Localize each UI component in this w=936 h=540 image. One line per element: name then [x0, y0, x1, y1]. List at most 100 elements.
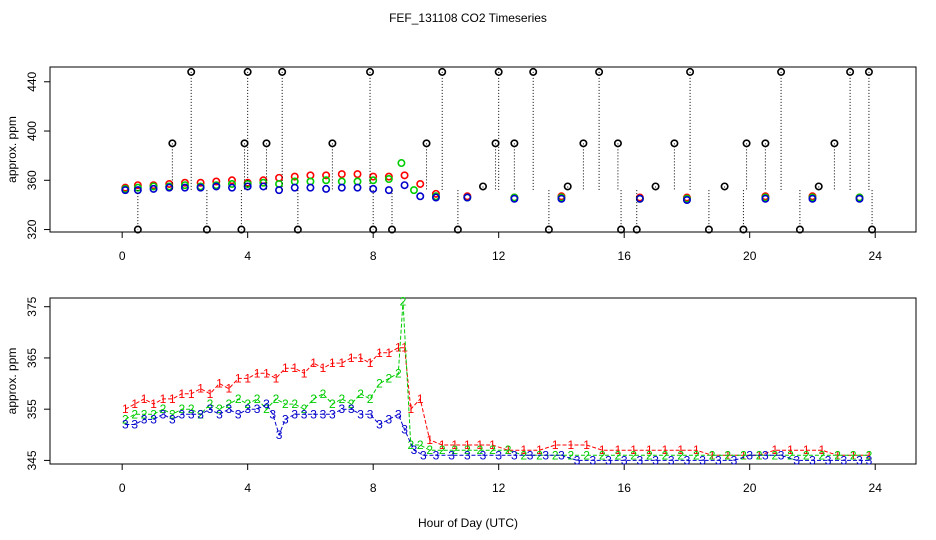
top-point-series-outliers	[388, 225, 397, 234]
bottom-point-label-series-3: 3	[420, 448, 427, 462]
top-point-series-outliers	[864, 67, 873, 76]
top-point-series-3	[808, 194, 817, 203]
bottom-point-label-series-2: 2	[724, 448, 731, 462]
x-tick-label: 0	[119, 481, 126, 495]
bottom-point-label-series-2: 2	[803, 448, 810, 462]
bottom-point-label-series-3: 3	[348, 402, 355, 416]
top-point-series-3	[275, 186, 284, 195]
top-point-series-3	[369, 184, 378, 193]
bottom-point-label-series-3: 3	[226, 402, 233, 416]
bottom-point-label-series-2: 2	[552, 448, 559, 462]
bottom-point-label-series-1: 1	[282, 361, 289, 375]
bottom-point-label-series-3: 3	[235, 407, 242, 421]
bottom-point-label-series-1: 1	[630, 443, 637, 457]
top-point-series-outliers	[478, 182, 487, 191]
top-point-series-1	[212, 177, 221, 186]
x-tick-label: 8	[370, 481, 377, 495]
bottom-point-label-series-1: 1	[338, 356, 345, 370]
bottom-point-label-series-1: 1	[216, 377, 223, 391]
y-tick-label: 320	[25, 219, 39, 239]
bottom-point-label-series-2: 2	[693, 448, 700, 462]
bottom-plot-frame	[49, 297, 917, 465]
top-point-series-outliers	[366, 67, 375, 76]
top-point-series-3	[165, 183, 174, 192]
bottom-point-label-series-1: 1	[395, 341, 402, 355]
bottom-point-label-series-1: 1	[273, 371, 280, 385]
bottom-point-label-series-1: 1	[451, 438, 458, 452]
top-ylabel: approx. ppm	[5, 116, 19, 183]
bottom-point-label-series-3: 3	[495, 448, 502, 462]
bottom-point-label-series-3: 3	[411, 443, 418, 457]
bottom-point-label-series-1: 1	[771, 443, 778, 457]
bottom-point-label-series-1: 1	[178, 387, 185, 401]
bottom-point-label-series-1: 1	[464, 438, 471, 452]
x-tick-label: 16	[618, 481, 632, 495]
bottom-point-label-series-2: 2	[207, 397, 214, 411]
x-tick-label: 4	[244, 249, 251, 263]
bottom-point-label-series-1: 1	[226, 382, 233, 396]
top-point-series-outliers	[846, 67, 855, 76]
bottom-point-label-series-2: 2	[464, 443, 471, 457]
bottom-point-label-series-3: 3	[621, 453, 628, 467]
bottom-point-label-series-3: 3	[386, 412, 393, 426]
x-tick-label: 20	[743, 249, 757, 263]
bottom-point-label-series-3: 3	[574, 453, 581, 467]
bottom-point-label-series-1: 1	[417, 392, 424, 406]
bottom-point-label-series-3: 3	[668, 453, 675, 467]
bottom-line-series-3	[125, 403, 869, 461]
x-tick-label: 12	[492, 481, 506, 495]
top-point-series-3	[635, 194, 644, 203]
bottom-point-label-series-3: 3	[401, 423, 408, 437]
top-point-series-outliers	[491, 139, 500, 148]
top-point-series-1	[322, 171, 331, 180]
top-point-series-outliers	[510, 139, 519, 148]
x-tick-label: 8	[370, 249, 377, 263]
bottom-point-label-series-1: 1	[677, 443, 684, 457]
bottom-point-label-series-1: 1	[310, 356, 317, 370]
bottom-point-label-series-3: 3	[793, 453, 800, 467]
top-panel: approx. ppm 0 4 8 12 16 20 24 320 360 400 440	[5, 66, 917, 263]
x-tick-label: 24	[869, 249, 883, 263]
bottom-point-label-series-3: 3	[866, 453, 873, 467]
bottom-point-label-series-2: 2	[662, 448, 669, 462]
bottom-point-label-series-3: 3	[589, 453, 596, 467]
y-tick-label: 440	[25, 71, 39, 91]
top-point-series-outliers	[240, 139, 249, 148]
bottom-point-label-series-1: 1	[348, 351, 355, 365]
top-point-series-1	[227, 176, 236, 185]
bottom-point-label-series-3: 3	[464, 448, 471, 462]
bottom-point-label-series-1: 1	[489, 438, 496, 452]
top-point-series-1	[369, 172, 378, 181]
top-point-series-outliers	[328, 139, 337, 148]
y-tick-label: 375	[25, 296, 39, 316]
bottom-point-label-series-3: 3	[141, 412, 148, 426]
bottom-point-label-series-2: 2	[122, 412, 129, 426]
bottom-point-label-series-2: 2	[489, 443, 496, 457]
bottom-point-label-series-3: 3	[320, 407, 327, 421]
bottom-point-label-series-1: 1	[301, 366, 308, 380]
bottom-point-label-series-3: 3	[542, 448, 549, 462]
top-point-series-3	[510, 194, 519, 203]
bottom-point-label-series-1: 1	[520, 443, 527, 457]
bottom-point-label-series-2: 2	[301, 402, 308, 416]
top-point-series-outliers	[293, 225, 302, 234]
bottom-point-label-series-1: 1	[329, 356, 336, 370]
top-y-axis: 320 360 400 440	[25, 71, 50, 240]
top-point-series-outliers	[278, 67, 287, 76]
bottom-point-label-series-3: 3	[282, 412, 289, 426]
bottom-point-label-series-1: 1	[505, 443, 512, 457]
top-point-series-outliers	[720, 182, 729, 191]
top-point-series-3	[322, 184, 331, 193]
bottom-point-label-series-2: 2	[599, 448, 606, 462]
top-point-series-outliers	[202, 225, 211, 234]
bottom-point-label-series-1: 1	[426, 433, 433, 447]
bottom-point-label-series-3: 3	[762, 448, 769, 462]
top-point-series-3	[384, 186, 393, 195]
bottom-point-label-series-3: 3	[207, 402, 214, 416]
top-point-series-outliers	[613, 139, 622, 148]
top-point-series-outliers	[830, 139, 839, 148]
bottom-point-label-series-2: 2	[740, 448, 747, 462]
bottom-point-label-series-2: 2	[235, 392, 242, 406]
